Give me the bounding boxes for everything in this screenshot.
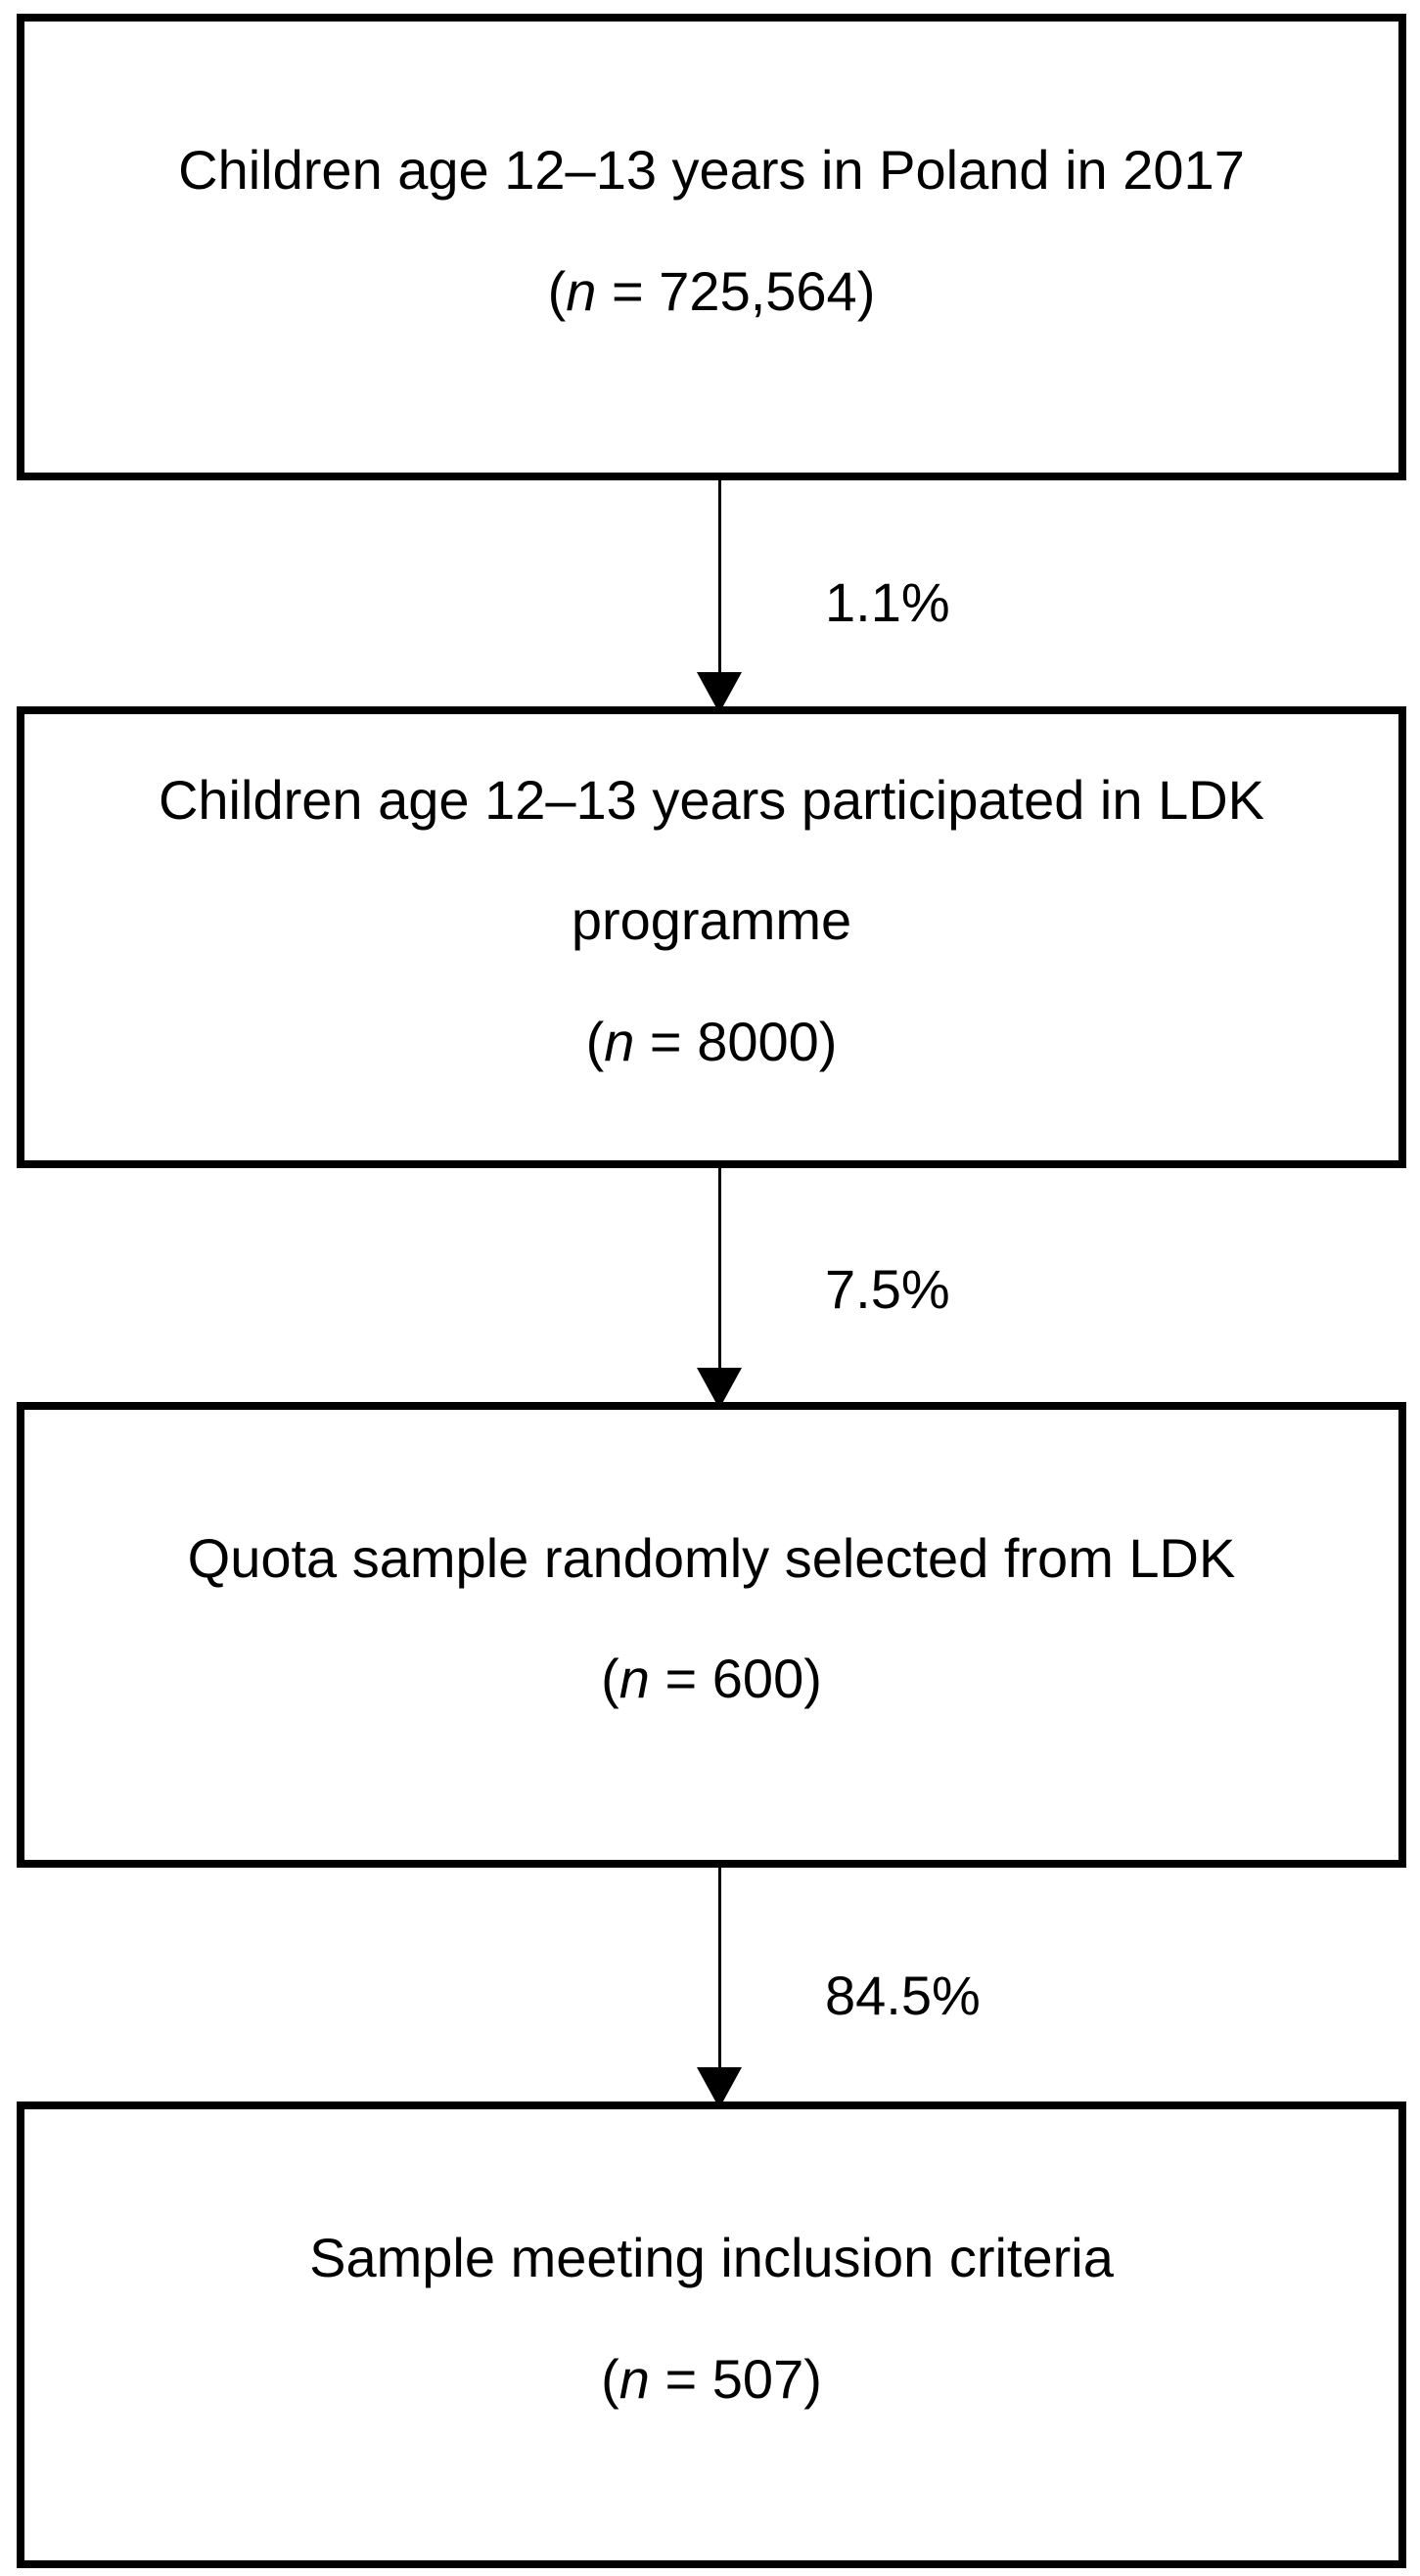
paren-open: ( — [547, 259, 567, 322]
flow-box-final-sample: Sample meeting inclusion criteria (n = 5… — [17, 2101, 1406, 2568]
arrow-percentage-label: 84.5% — [825, 1965, 981, 2026]
n-variable: n — [604, 1010, 635, 1072]
flow-arrow-1 — [697, 480, 742, 713]
arrow-percentage-label: 7.5% — [825, 1258, 950, 1320]
paren-open: ( — [601, 2347, 619, 2410]
flow-box-population: Children age 12–13 years in Poland in 20… — [17, 14, 1406, 480]
arrow-stem — [717, 1168, 721, 1369]
n-value: = 725,564) — [596, 259, 876, 322]
box-title-line: Children age 12–13 years participated in… — [158, 768, 1265, 831]
flow-box-quota-sample: Quota sample randomly selected from LDK … — [17, 1402, 1406, 1868]
flow-box-ldk-participants: Children age 12–13 years participated in… — [17, 706, 1406, 1168]
n-value: = 507) — [649, 2347, 822, 2410]
n-variable: n — [618, 1648, 650, 1709]
arrow-stem — [717, 1868, 721, 2068]
flow-arrow-2 — [697, 1168, 742, 1409]
n-value: = 600) — [649, 1648, 822, 1709]
sample-size-line: (n = 8000) — [585, 1010, 838, 1072]
box-title-line: Children age 12–13 years in Poland in 20… — [178, 139, 1245, 202]
paren-open: ( — [601, 1648, 619, 1709]
flow-arrow-3 — [697, 1868, 742, 2108]
sample-size-line: (n = 507) — [601, 2347, 822, 2410]
paren-open: ( — [585, 1010, 605, 1072]
box-title-line: programme — [571, 889, 852, 952]
sample-size-line: (n = 725,564) — [547, 259, 876, 322]
sample-size-line: (n = 600) — [601, 1650, 822, 1707]
box-title-line: Sample meeting inclusion criteria — [309, 2227, 1114, 2289]
arrow-percentage-label: 1.1% — [825, 571, 950, 633]
n-variable: n — [618, 2347, 650, 2410]
n-variable: n — [566, 259, 597, 322]
box-title-line: Quota sample randomly selected from LDK — [187, 1526, 1236, 1589]
n-value: = 8000) — [634, 1010, 838, 1072]
arrow-stem — [717, 480, 721, 673]
